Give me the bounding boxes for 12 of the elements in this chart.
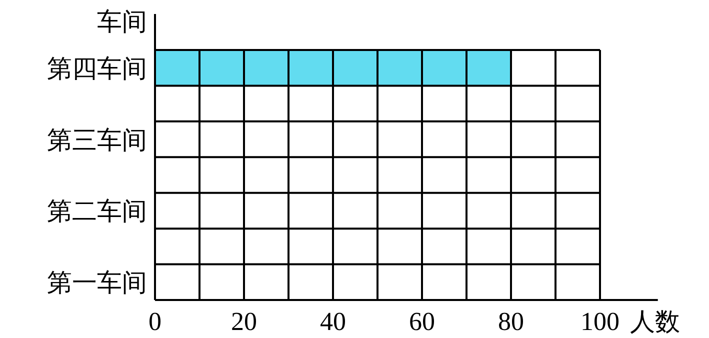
y-axis-title: 车间 <box>97 9 147 36</box>
y-tick-label: 第四车间 <box>47 56 147 83</box>
x-tick-label: 80 <box>498 307 524 336</box>
x-tick-label: 40 <box>320 307 346 336</box>
x-tick-label: 20 <box>231 307 257 336</box>
y-tick-label: 第三车间 <box>47 127 147 154</box>
x-axis-title: 人数 <box>630 309 680 336</box>
x-tick-label: 100 <box>580 307 620 336</box>
x-tick-label: 60 <box>409 307 435 336</box>
y-tick-label: 第一车间 <box>47 270 147 298</box>
y-tick-label: 第二车间 <box>47 198 147 226</box>
x-tick-label: 0 <box>148 307 162 336</box>
